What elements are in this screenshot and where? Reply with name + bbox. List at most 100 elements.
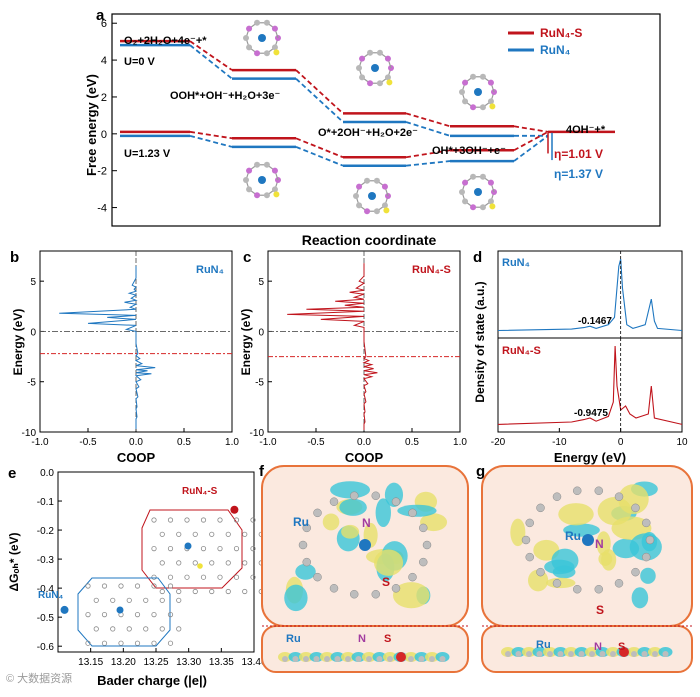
connector-1-0 — [189, 44, 233, 80]
carbon-atom — [536, 503, 545, 513]
watermark: © 大数据资源 — [6, 673, 73, 685]
side-atom — [408, 656, 414, 662]
lattice-atom — [118, 640, 124, 646]
panel-d-label: d — [473, 249, 482, 266]
xtick-label: 13.25 — [143, 657, 168, 668]
side-atom — [282, 656, 288, 662]
connector-3-1 — [295, 146, 344, 167]
xtick-label: 1.0 — [453, 437, 467, 448]
xtick-label: -1.0 — [259, 437, 277, 448]
panel-a-ytick-label: 2 — [101, 92, 107, 104]
lattice-atom — [192, 588, 198, 595]
atom — [487, 98, 494, 105]
panel-b-plot: -1.0 -0.5 0.0 0.5 1.0 -10 -5 0 5 — [22, 251, 239, 448]
lattice-atom — [242, 560, 248, 566]
lattice-atom — [242, 588, 248, 595]
ytick-label: 5 — [258, 277, 264, 288]
panel-d-plot: -20 -10 0 10 — [491, 251, 688, 448]
lattice-atom — [85, 611, 91, 618]
point-0 — [230, 505, 239, 514]
atom — [271, 25, 278, 32]
panel-e-ru-s-label: RuN₄-S — [182, 486, 218, 497]
iso-lobe — [563, 523, 600, 537]
coop-curve — [59, 266, 156, 429]
panel-e-plot: 13.15 13.20 13.25 13.30 13.35 13.40 0.0 -0.1 -0.… — [37, 468, 267, 668]
xtick-label: 13.35 — [209, 657, 234, 668]
lattice-atom — [159, 588, 165, 595]
panel-c-label: c — [243, 249, 251, 266]
atom — [459, 89, 465, 95]
lattice-atom — [192, 560, 198, 566]
lattice-atom — [151, 583, 157, 589]
carbon-atom — [521, 535, 531, 545]
atom — [359, 74, 366, 81]
atom — [271, 167, 278, 174]
ru-center — [184, 542, 192, 550]
molecule-thumb-3 — [459, 73, 497, 111]
atom — [373, 177, 380, 184]
lattice-atom — [85, 583, 91, 589]
ytick-label: -5 — [27, 378, 36, 389]
carbon-atom — [594, 486, 604, 496]
side-atom — [599, 651, 606, 657]
xtick-label: 1.0 — [225, 437, 239, 448]
iso-lobe — [397, 504, 437, 517]
side-atom — [334, 656, 341, 662]
lattice-atom — [209, 588, 215, 595]
lattice-atom — [110, 626, 116, 632]
panel-a-frame — [111, 13, 661, 227]
atom — [364, 177, 371, 184]
ru-atom — [258, 176, 266, 184]
lattice-atom — [85, 640, 91, 646]
atom — [263, 161, 270, 168]
lattice-atom — [151, 545, 157, 552]
side-atom — [505, 651, 511, 657]
lattice-atom — [176, 531, 182, 537]
iso-lobe — [601, 549, 617, 571]
atom — [364, 208, 371, 215]
molecule-thumb-6 — [459, 173, 497, 211]
lattice-atom — [110, 597, 116, 603]
panel-c: c RuN₄-S Energy (eV) COOP -1.0 -0.5 0.0 0.5… — [239, 249, 467, 465]
side-atom — [387, 656, 393, 662]
panel-f-n-side: N — [358, 633, 366, 645]
lattice-atom — [159, 597, 165, 603]
iso-lobe — [631, 587, 649, 609]
iso-lobe — [392, 582, 430, 609]
s-atom — [489, 103, 496, 110]
panel-a-ytick-label: 0 — [101, 129, 107, 141]
atom — [384, 55, 391, 62]
atom — [367, 49, 374, 56]
panel-f-ru-label: Ru — [293, 515, 309, 529]
atom — [376, 49, 383, 56]
atom — [263, 50, 270, 57]
atom — [246, 44, 253, 51]
xtick-label: -0.5 — [307, 437, 325, 448]
lattice-atom — [167, 545, 174, 552]
lattice-atom — [184, 517, 190, 523]
atom — [479, 73, 486, 80]
atom — [462, 179, 469, 186]
lattice-atom — [93, 626, 99, 632]
carbon-atom — [329, 584, 339, 593]
carbon-atom — [525, 552, 534, 562]
xtick-label: -10 — [552, 437, 567, 448]
atom — [462, 198, 469, 205]
side-atom — [589, 651, 595, 657]
lattice-atom — [176, 626, 182, 632]
panel-a-label: a — [96, 7, 105, 24]
side-atom — [324, 656, 330, 662]
atom — [487, 179, 494, 186]
atom — [254, 50, 261, 57]
step-label-4: OH*+3OH⁻+e⁻ — [432, 145, 506, 157]
atom — [254, 161, 261, 168]
u123-label: U=1.23 V — [124, 148, 171, 160]
ytick-label: -0.5 — [37, 613, 55, 624]
lattice-atom — [159, 531, 165, 537]
atom — [470, 204, 477, 211]
atom — [356, 183, 363, 190]
dos-curve-1 — [497, 345, 683, 425]
lattice-atom — [250, 517, 256, 523]
panel-d-bottom-title: RuN₄-S — [502, 345, 541, 357]
panel-e: e ΔGₒₕ* (eV) Bader charge (|e|) 13.15 13.… — [7, 465, 267, 688]
